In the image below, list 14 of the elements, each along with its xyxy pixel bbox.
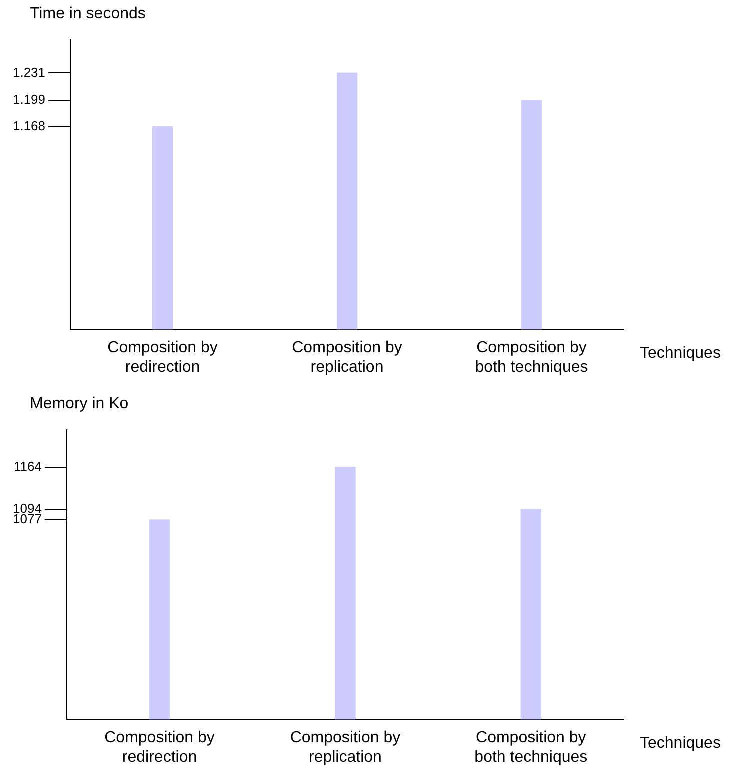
x-tick-label: Composition by redirection: [108, 340, 218, 376]
y-tick-label: 1164: [14, 458, 42, 474]
y-axis-title: Time in seconds: [30, 5, 146, 22]
y-tick-label: 1.199: [12, 92, 46, 108]
x-axis-title: Techniques: [640, 345, 721, 362]
x-tick-label: Composition by redirection: [104, 730, 215, 766]
x-tick-label: Composition by both techniques: [475, 340, 588, 376]
x-tick-label: Composition by both techniques: [474, 730, 588, 766]
x-axis-title: Techniques: [640, 735, 721, 752]
y-tick-label: 1.231: [12, 64, 46, 80]
y-tick-label: 1.168: [12, 118, 46, 134]
y-axis-title: Memory in Ko: [30, 395, 129, 412]
x-tick-label: Composition by replication: [292, 340, 402, 376]
x-tick-label: Composition by replication: [290, 730, 401, 766]
